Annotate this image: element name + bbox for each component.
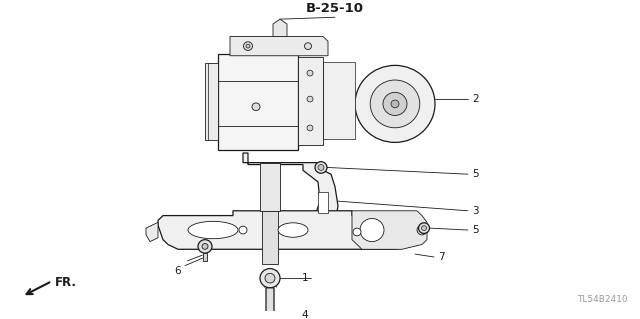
Polygon shape (158, 211, 417, 249)
Polygon shape (318, 191, 328, 213)
Circle shape (391, 100, 399, 108)
Polygon shape (266, 288, 274, 317)
Circle shape (202, 243, 208, 249)
Text: 4: 4 (301, 310, 308, 319)
Circle shape (307, 125, 313, 131)
Ellipse shape (278, 223, 308, 237)
Text: 5: 5 (472, 225, 479, 235)
Circle shape (307, 70, 313, 76)
Polygon shape (298, 57, 323, 145)
Circle shape (239, 226, 247, 234)
Text: 6: 6 (175, 266, 181, 277)
Circle shape (419, 223, 429, 234)
Text: 2: 2 (472, 94, 479, 104)
Polygon shape (205, 63, 218, 140)
Polygon shape (243, 153, 338, 228)
Circle shape (307, 96, 313, 102)
Circle shape (318, 165, 324, 170)
Polygon shape (218, 54, 298, 150)
Circle shape (383, 92, 407, 115)
Polygon shape (262, 211, 278, 264)
Ellipse shape (188, 221, 238, 239)
Circle shape (243, 42, 253, 50)
Circle shape (305, 43, 312, 49)
Circle shape (353, 228, 361, 236)
Circle shape (265, 314, 275, 319)
Polygon shape (323, 62, 355, 138)
Circle shape (252, 103, 260, 111)
Polygon shape (230, 36, 328, 56)
Circle shape (422, 226, 426, 231)
Circle shape (315, 162, 327, 173)
Text: FR.: FR. (55, 277, 77, 290)
Text: 7: 7 (438, 252, 445, 262)
Text: 5: 5 (472, 169, 479, 179)
Circle shape (360, 219, 384, 241)
Polygon shape (203, 253, 207, 261)
Text: B-25-10: B-25-10 (306, 2, 364, 15)
Circle shape (260, 269, 280, 288)
Polygon shape (273, 19, 287, 36)
Circle shape (265, 273, 275, 283)
Circle shape (355, 65, 435, 142)
Text: TL54B2410: TL54B2410 (577, 295, 628, 304)
Text: 1: 1 (301, 273, 308, 283)
Text: 3: 3 (472, 206, 479, 216)
Polygon shape (146, 222, 158, 241)
Polygon shape (352, 211, 427, 249)
Circle shape (246, 44, 250, 48)
Polygon shape (260, 163, 280, 211)
Circle shape (198, 240, 212, 253)
Circle shape (419, 228, 424, 233)
Circle shape (417, 225, 427, 235)
Circle shape (370, 80, 420, 128)
